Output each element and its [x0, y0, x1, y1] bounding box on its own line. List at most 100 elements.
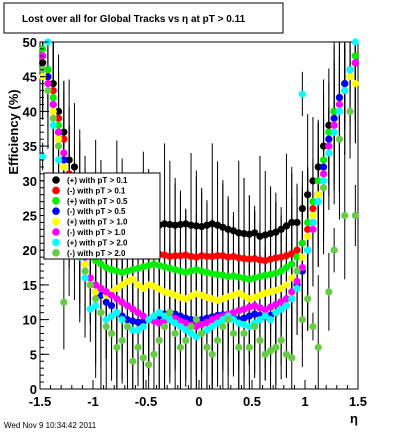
legend-label: (+) with pT > 0.1: [67, 176, 128, 185]
legend-label: (-) with pT > 0.5: [67, 207, 126, 216]
data-point-6: [213, 319, 222, 327]
data-point-7: [298, 316, 306, 324]
data-point-6: [256, 316, 264, 324]
data-point-7: [341, 211, 349, 220]
data-point-0: [192, 222, 200, 230]
data-point-1: [272, 254, 280, 262]
data-point-1: [288, 250, 296, 258]
data-point-5: [288, 288, 296, 296]
data-point-7: [288, 354, 296, 362]
data-point-4: [54, 135, 63, 143]
data-point-6: [145, 316, 153, 324]
data-point-6: [229, 316, 238, 324]
data-point-5: [319, 170, 328, 178]
data-point-7: [314, 343, 322, 351]
data-point-7: [129, 357, 137, 365]
x-axis-ticks: -1.5 -1 -0.5 0 0.5 1 1.5: [29, 380, 367, 409]
x-tick-label: 0.5: [243, 394, 261, 409]
data-point-5: [44, 80, 52, 88]
data-point-5: [134, 309, 142, 317]
data-point-7: [54, 142, 63, 150]
data-point-3: [335, 93, 344, 102]
y-axis-label: Efficiency (%): [6, 89, 21, 174]
data-point-2: [314, 177, 322, 185]
data-point-6: [346, 66, 354, 74]
data-point-0: [309, 177, 317, 185]
data-point-1: [240, 254, 248, 263]
data-point-7: [208, 350, 216, 358]
data-point-2: [330, 107, 338, 115]
data-point-7: [49, 114, 57, 122]
data-point-5: [309, 225, 317, 233]
data-point-0: [176, 220, 185, 229]
data-point-6: [81, 274, 89, 282]
data-point-6: [208, 322, 216, 331]
data-point-7: [346, 107, 354, 115]
data-point-4: [298, 253, 306, 261]
data-point-7: [251, 322, 259, 331]
data-point-7: [213, 336, 222, 345]
data-point-6: [160, 312, 169, 320]
data-point-7: [245, 343, 253, 351]
data-point-6: [139, 322, 147, 331]
data-point-5: [118, 298, 126, 306]
data-point-2: [298, 239, 306, 247]
y-tick-label: 30: [23, 174, 37, 189]
data-point-6: [171, 319, 179, 327]
data-point-5: [139, 312, 147, 320]
data-point-7: [81, 267, 89, 275]
data-point-0: [272, 228, 280, 236]
data-point-3: [319, 163, 328, 171]
data-point-6: [86, 305, 94, 313]
data-point-1: [309, 204, 317, 213]
data-point-5: [330, 121, 338, 129]
data-point-6: [187, 329, 195, 338]
data-point-6: [245, 322, 253, 331]
data-point-6: [54, 156, 63, 164]
data-point-7: [97, 309, 105, 317]
data-point-7: [102, 322, 110, 331]
data-point-6: [49, 121, 57, 129]
data-point-2: [319, 156, 328, 164]
x-tick-label: 0: [195, 394, 202, 409]
data-point-4: [129, 275, 137, 283]
data-point-0: [54, 107, 63, 115]
data-point-7: [92, 295, 100, 303]
data-point-1: [60, 135, 68, 143]
data-point-6: [192, 333, 200, 341]
data-point-7: [123, 322, 132, 331]
data-point-4: [60, 163, 68, 171]
data-point-0: [187, 221, 195, 229]
data-point-4: [134, 281, 142, 289]
data-point-7: [150, 350, 158, 358]
data-point-0: [160, 220, 169, 228]
data-point-1: [203, 252, 211, 261]
data-point-7: [60, 298, 68, 306]
legend: [43, 172, 161, 260]
data-point-4: [314, 191, 322, 199]
data-point-5: [293, 277, 301, 286]
data-point-3: [102, 298, 110, 306]
data-point-2: [97, 260, 105, 268]
data-point-1: [245, 255, 253, 263]
data-point-4: [81, 260, 89, 268]
data-point-7: [330, 246, 338, 254]
data-point-6: [325, 149, 333, 157]
data-point-3: [341, 80, 349, 88]
data-point-0: [319, 142, 328, 150]
data-point-4: [113, 284, 121, 292]
data-point-0: [235, 229, 243, 237]
data-point-6: [351, 38, 359, 46]
data-point-5: [60, 149, 68, 157]
data-point-7: [145, 361, 153, 369]
data-point-5: [129, 305, 137, 313]
data-point-2: [282, 263, 291, 272]
data-point-6: [298, 90, 306, 98]
data-point-7: [309, 322, 317, 331]
y-tick-label: 15: [23, 278, 37, 293]
data-point-6: [335, 107, 344, 115]
data-point-7: [176, 343, 185, 351]
data-point-6: [266, 316, 275, 324]
data-point-7: [182, 336, 190, 345]
data-point-4: [150, 282, 158, 290]
